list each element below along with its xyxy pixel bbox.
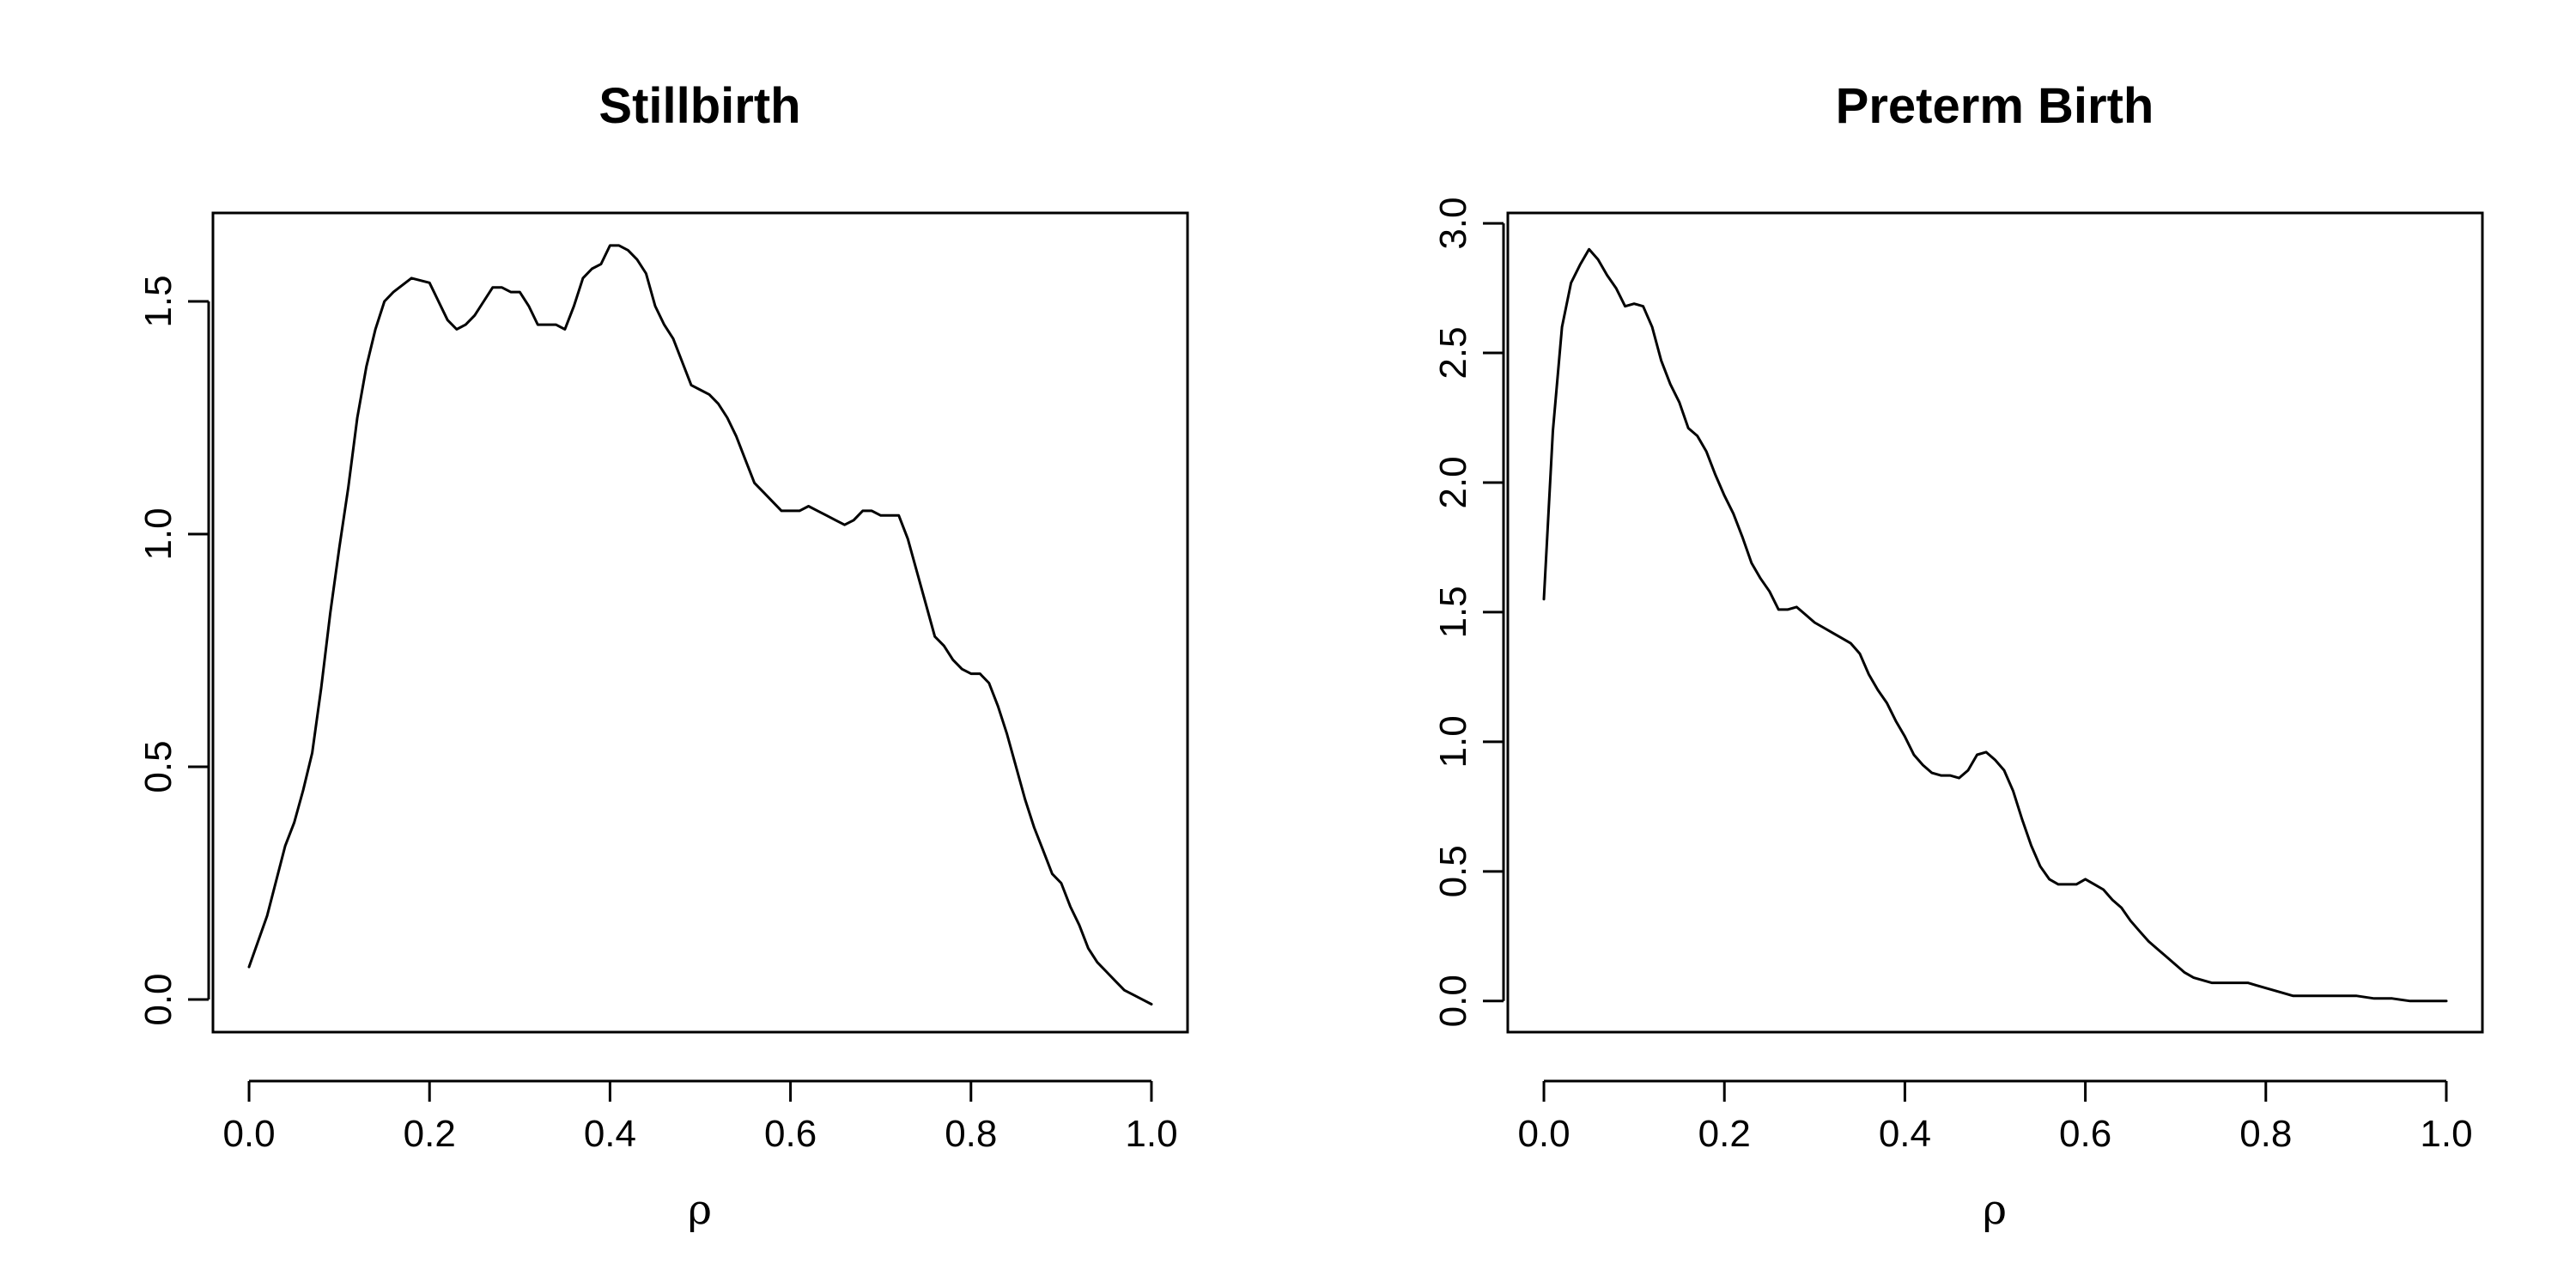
preterm-birth-x-tick-label: 0.6	[2059, 1113, 2111, 1155]
stillbirth-panel: Stillbirth 0.0 0.2 0.4 0.6 0.8 1.0 0.0 0.5 1.0 1…	[137, 78, 1189, 1234]
preterm-birth-panel: Preterm Birth 0.0 0.2 0.4 0.6 0.8 1.0 0.0 0.5 1…	[1432, 78, 2484, 1234]
stillbirth-plot-frame	[211, 211, 1189, 1034]
preterm-birth-y-tick-label: 0.5	[1432, 845, 1474, 897]
preterm-birth-x-tick-label: 1.0	[2420, 1113, 2472, 1155]
preterm-birth-y-tick-label: 0.0	[1432, 975, 1474, 1027]
stillbirth-x-tick-label: 1.0	[1125, 1113, 1177, 1155]
stillbirth-y-tick-label: 0.0	[137, 973, 179, 1025]
preterm-birth-plot-frame	[1506, 211, 2484, 1034]
preterm-birth-y-axis: 0.0 0.5 1.0 1.5 2.0 2.5 3.0	[1432, 197, 1505, 1027]
stillbirth-y-tick-label: 1.0	[137, 507, 179, 560]
preterm-birth-y-tick-label: 2.5	[1432, 326, 1474, 379]
preterm-birth-y-tick-label: 1.5	[1432, 586, 1474, 638]
preterm-birth-x-axis: 0.0 0.2 0.4 0.6 0.8 1.0	[1517, 1079, 2473, 1155]
stillbirth-x-tick-label: 0.6	[764, 1113, 817, 1155]
stillbirth-series	[247, 244, 1153, 1005]
stillbirth-x-tick-label: 0.0	[222, 1113, 275, 1155]
stillbirth-x-axis-title: ρ	[688, 1186, 712, 1234]
preterm-birth-y-tick-label: 3.0	[1432, 197, 1474, 249]
preterm-birth-y-tick-label: 2.0	[1432, 456, 1474, 508]
stillbirth-x-tick-label: 0.8	[945, 1113, 997, 1155]
preterm-birth-title: Preterm Birth	[1836, 78, 2154, 134]
preterm-birth-x-tick-label: 0.0	[1517, 1113, 1570, 1155]
stillbirth-y-tick-label: 1.5	[137, 275, 179, 327]
preterm-birth-x-tick-label: 0.8	[2239, 1113, 2292, 1155]
stillbirth-x-tick-label: 0.2	[404, 1113, 456, 1155]
preterm-birth-series-line	[1542, 247, 2448, 1003]
preterm-birth-y-tick-label: 1.0	[1432, 715, 1474, 768]
stillbirth-y-tick-label: 0.5	[137, 740, 179, 793]
stillbirth-x-tick-label: 0.4	[584, 1113, 636, 1155]
stillbirth-series-line	[247, 244, 1153, 1005]
preterm-birth-x-tick-label: 0.4	[1879, 1113, 1931, 1155]
stillbirth-x-axis: 0.0 0.2 0.4 0.6 0.8 1.0	[222, 1079, 1178, 1155]
stillbirth-y-axis: 0.0 0.5 1.0 1.5	[137, 275, 210, 1026]
preterm-birth-series	[1542, 247, 2448, 1003]
preterm-birth-x-tick-label: 0.2	[1698, 1113, 1751, 1155]
preterm-birth-x-axis-title: ρ	[1983, 1186, 2007, 1234]
stillbirth-title: Stillbirth	[598, 78, 800, 134]
